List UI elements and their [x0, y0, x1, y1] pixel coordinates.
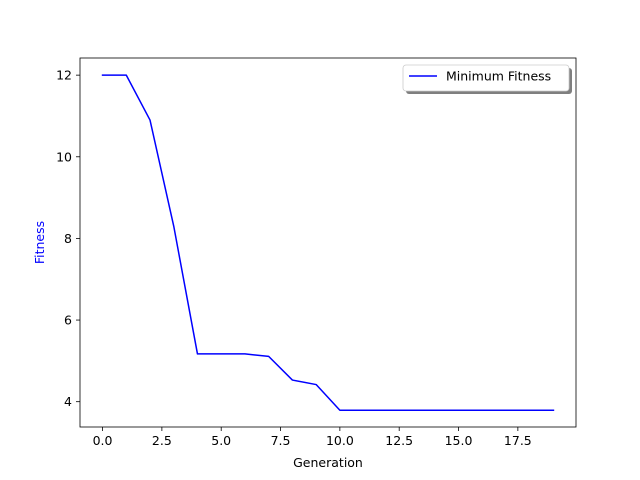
y-axis-label: Fitness: [32, 221, 47, 264]
x-tick-label: 7.5: [271, 433, 291, 448]
y-tick-label: 8: [64, 231, 72, 246]
x-tick-label: 17.5: [504, 433, 532, 448]
series-layer: [101, 74, 555, 412]
legend-box: [402, 64, 570, 92]
legend-entry-minimum-fitness: Minimum Fitness: [446, 69, 551, 84]
legend: Minimum Fitness: [402, 64, 572, 94]
x-tick-label: 15.0: [445, 433, 473, 448]
y-tick-label: 6: [64, 313, 72, 328]
x-axis-ticks: 0.0 2.5 5.0 7.5 10.0 12.5 15.0 17.5: [93, 427, 532, 448]
axes-frame: [79, 57, 577, 428]
y-tick-label: 10: [56, 149, 72, 164]
series-line-0: [101, 74, 555, 412]
y-tick-label: 12: [56, 68, 72, 83]
x-tick-label: 5.0: [211, 433, 231, 448]
x-tick-label: 0.0: [93, 433, 113, 448]
x-tick-label: 10.0: [326, 433, 354, 448]
x-tick-label: 12.5: [385, 433, 413, 448]
x-axis-label: Generation: [293, 455, 363, 470]
x-tick-label: 2.5: [152, 433, 172, 448]
y-axis-ticks: 4 6 8 10 12: [56, 68, 80, 409]
y-tick-label: 4: [64, 394, 72, 409]
